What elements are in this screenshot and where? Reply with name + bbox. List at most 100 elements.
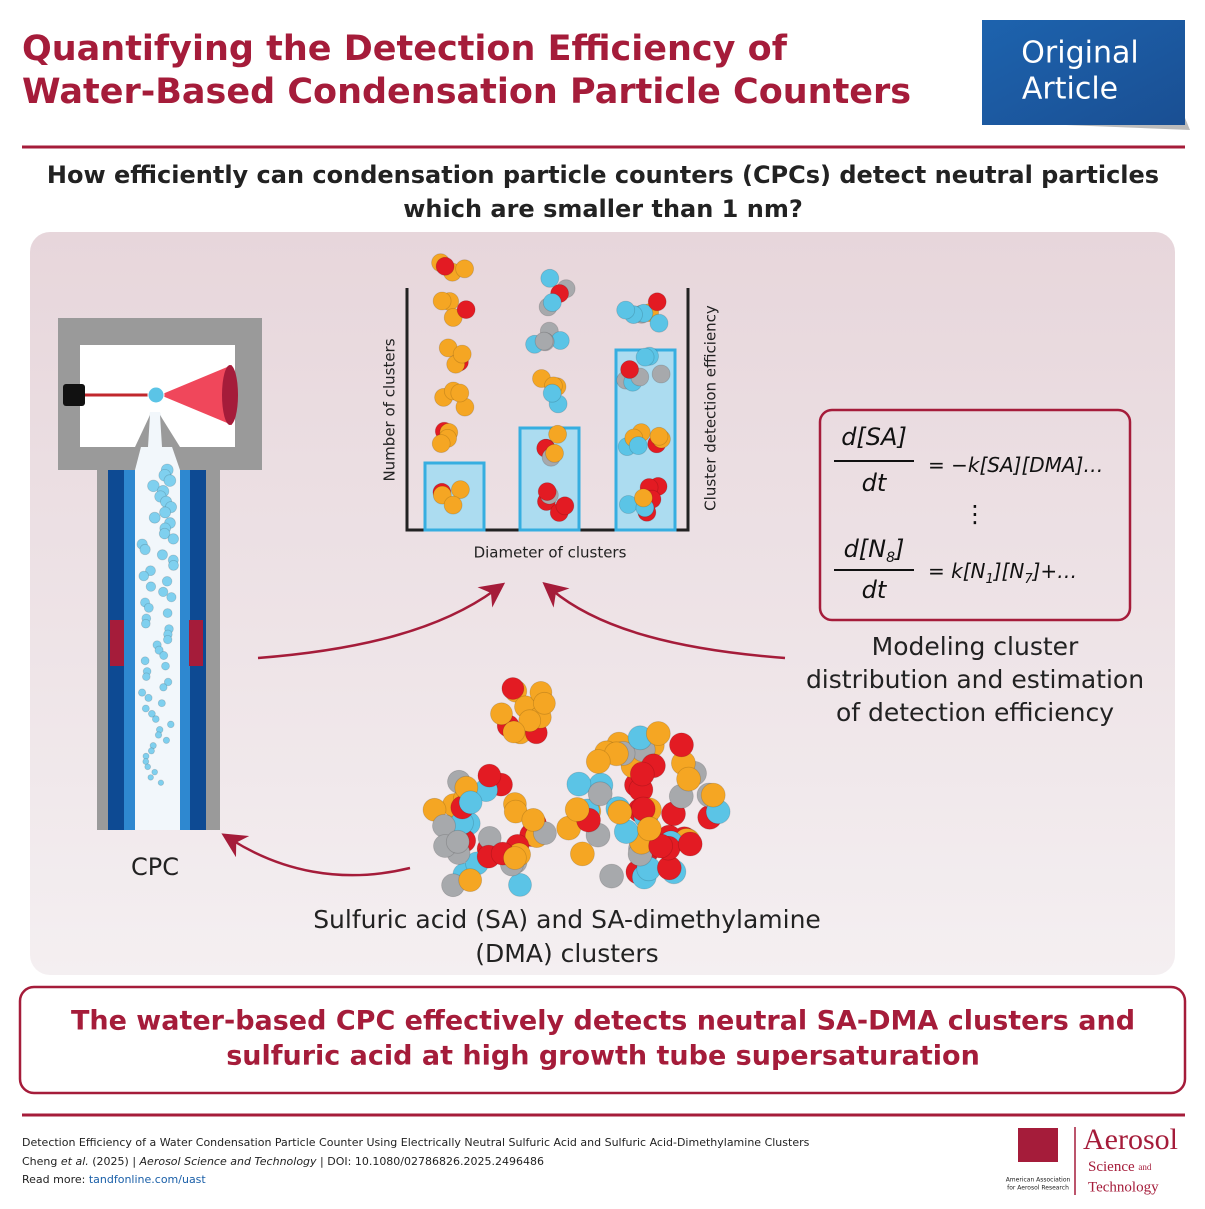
droplet: [140, 656, 150, 666]
panel: [30, 232, 1175, 975]
atom: [540, 268, 560, 288]
atom: [649, 426, 669, 446]
droplet: [161, 576, 173, 587]
numerator: d[SA]: [841, 423, 907, 451]
denominator: dt: [862, 576, 888, 604]
model-text: distribution and estimation: [806, 665, 1144, 694]
conclusion-box: [18, 985, 1187, 1095]
droplet: [161, 661, 170, 671]
arrows: [221, 582, 786, 877]
droplet: [139, 543, 151, 556]
aaar-name: American Association: [1006, 1177, 1071, 1184]
model-text: Modeling cluster: [872, 632, 1079, 661]
atom: [521, 808, 546, 832]
droplet: [159, 506, 172, 519]
header: Quantifying the Detection Efficiency of …: [22, 20, 1190, 149]
droplet: [144, 693, 153, 702]
atom: [648, 833, 673, 859]
journal: Technology: [1088, 1179, 1159, 1195]
atom: [645, 721, 671, 746]
droplet: [147, 747, 155, 755]
atom: [635, 347, 655, 367]
vdots: ⋮: [963, 500, 987, 528]
y2-axis-label: Cluster detection efficiency: [702, 305, 720, 511]
atom: [534, 331, 554, 351]
atom: [458, 790, 483, 815]
droplet: [144, 763, 152, 771]
link[interactable]: tandfonline.com/uast: [89, 1173, 207, 1186]
eq-part: = −k[SA][DMA]…: [928, 453, 1103, 477]
atom: [533, 691, 556, 715]
conclusion: sulfuric acid at high growth tube supers…: [226, 1041, 980, 1072]
atom: [566, 771, 592, 797]
text: Read more:: [22, 1173, 89, 1186]
clusters: [422, 253, 731, 898]
droplet: [147, 479, 160, 493]
droplet: [151, 768, 158, 776]
atom: [450, 383, 470, 403]
droplet: [142, 672, 151, 681]
atom: [700, 782, 726, 808]
eq-part: ]+…: [1032, 559, 1078, 583]
conclusion: The water-based CPC effectively detects …: [71, 1006, 1135, 1037]
atom: [435, 256, 455, 276]
denominator: dt: [862, 469, 888, 497]
droplet: [163, 677, 173, 687]
atom: [508, 873, 532, 897]
x-axis-label: Diameter of clusters: [474, 544, 627, 562]
droplet: [157, 699, 166, 708]
atom: [649, 313, 669, 333]
atom: [542, 383, 562, 403]
eq-part: ][N: [993, 559, 1025, 583]
eq-part: = k[N: [928, 559, 986, 583]
atom: [564, 797, 590, 822]
atom: [490, 702, 513, 726]
droplet: [141, 704, 150, 713]
clusters-text: Sulfuric acid (SA) and SA-dimethylamine: [313, 905, 821, 934]
droplet: [167, 720, 175, 729]
question: which are smaller than 1 nm?: [403, 195, 803, 223]
atom: [503, 846, 527, 870]
atom: [628, 436, 648, 456]
atom: [634, 488, 653, 508]
atom: [542, 293, 562, 312]
droplet: [156, 549, 168, 561]
atom: [502, 720, 526, 744]
atom: [629, 761, 655, 787]
atom: [501, 677, 525, 700]
eq-sub: 1: [985, 572, 993, 587]
journal: Aerosol: [1083, 1123, 1178, 1156]
droplet: [154, 731, 163, 739]
atom: [456, 300, 476, 320]
title: Quantifying the Detection Efficiency of: [22, 29, 788, 69]
droplet: [151, 715, 160, 723]
droplet: [166, 592, 177, 603]
text: et al.: [61, 1155, 89, 1168]
atom: [455, 259, 475, 279]
cpc-device: [58, 318, 262, 830]
atom: [616, 300, 636, 320]
text: Science: [1088, 1159, 1138, 1175]
atom: [445, 829, 470, 854]
atom: [651, 364, 671, 384]
droplet: [163, 634, 173, 645]
droplet: [138, 688, 147, 697]
droplet: [140, 618, 151, 629]
rhs: = k[N1][N7]+…: [928, 559, 1077, 588]
citation: Detection Efficiency of a Water Condensa…: [22, 1136, 810, 1149]
atom: [450, 480, 470, 500]
footer: Detection Efficiency of a Water Condensa…: [22, 1136, 810, 1186]
journal: Science and: [1088, 1159, 1152, 1175]
atom: [537, 482, 557, 502]
droplet: [147, 774, 154, 781]
y-axis-label: Number of clusters: [381, 338, 399, 481]
text: and: [1138, 1162, 1151, 1172]
droplet: [158, 586, 169, 598]
droplet: [158, 527, 171, 540]
atom: [585, 749, 611, 774]
droplet: [143, 602, 154, 613]
atom: [607, 799, 633, 825]
droplet: [142, 758, 150, 765]
eq-sub: 8: [886, 550, 895, 566]
atom: [636, 816, 662, 842]
